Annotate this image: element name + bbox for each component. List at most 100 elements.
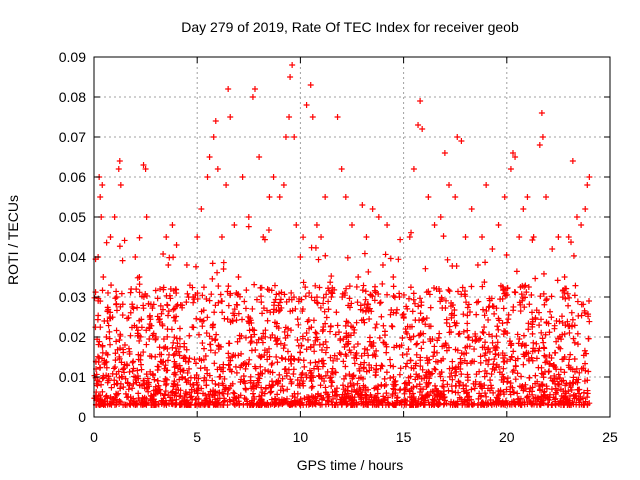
data-point [396, 290, 403, 297]
data-point [313, 299, 320, 306]
data-point [412, 317, 419, 324]
data-point [457, 355, 464, 362]
data-point [559, 294, 566, 301]
data-point [307, 359, 314, 366]
data-point [252, 365, 259, 372]
data-point [167, 286, 174, 293]
data-point [114, 346, 121, 353]
data-point [514, 396, 521, 403]
data-point [235, 310, 242, 317]
data-point [217, 291, 224, 298]
data-point [536, 345, 543, 352]
data-point [116, 353, 123, 360]
data-point [572, 282, 579, 289]
data-point [539, 335, 546, 342]
data-point [480, 400, 487, 407]
data-point [464, 312, 471, 319]
data-point [538, 370, 545, 377]
data-point [521, 351, 528, 358]
data-point [214, 366, 221, 373]
data-point [454, 398, 461, 405]
data-point [121, 342, 128, 348]
data-point [543, 297, 550, 304]
data-point [525, 326, 532, 333]
data-point [353, 319, 360, 326]
data-point [481, 312, 488, 319]
data-point [520, 387, 527, 394]
data-point [276, 194, 283, 200]
data-point [298, 342, 305, 349]
data-point [357, 386, 364, 393]
data-point [348, 300, 355, 307]
data-point [551, 322, 558, 329]
data-point [107, 234, 114, 240]
data-point [530, 234, 537, 240]
data-point [212, 401, 219, 408]
chart-title: Day 279 of 2019, Rate Of TEC Index for r… [181, 19, 519, 35]
data-point [219, 401, 226, 408]
data-point [453, 320, 460, 327]
data-point [315, 358, 322, 365]
data-point [441, 150, 448, 156]
data-point [321, 308, 328, 315]
data-point [570, 252, 577, 259]
data-point [308, 244, 315, 251]
data-point [372, 353, 379, 360]
data-point [477, 383, 484, 390]
data-point [140, 377, 147, 384]
data-point [483, 393, 490, 400]
data-point [205, 401, 212, 408]
data-point [290, 355, 297, 362]
data-point [472, 338, 479, 345]
data-point [250, 327, 257, 334]
data-point [509, 150, 516, 156]
data-point [369, 206, 376, 212]
data-point [136, 337, 143, 344]
data-point [121, 361, 128, 368]
data-point [325, 306, 332, 313]
data-point [264, 356, 271, 363]
data-point [287, 357, 294, 364]
data-point [98, 381, 105, 388]
data-point [192, 292, 199, 299]
y-tick-label: 0.01 [59, 369, 86, 385]
data-point [504, 291, 511, 298]
data-point [107, 341, 114, 348]
data-point [585, 368, 592, 375]
data-point [149, 371, 156, 378]
data-point [152, 398, 159, 405]
data-point [536, 387, 543, 394]
data-point [176, 401, 183, 408]
data-point [212, 337, 219, 344]
data-point [362, 288, 369, 295]
data-point [351, 394, 358, 401]
data-point [203, 330, 210, 337]
data-point [332, 369, 339, 376]
data-point [171, 334, 178, 341]
data-point [194, 381, 201, 388]
data-point [452, 194, 459, 200]
data-point [301, 395, 308, 402]
data-point [479, 283, 486, 290]
data-point [505, 316, 512, 323]
data-point [538, 393, 545, 400]
data-point [106, 328, 113, 335]
data-point [431, 222, 438, 228]
data-point [183, 299, 190, 306]
y-tick-label: 0.09 [59, 49, 86, 65]
data-point [294, 316, 301, 323]
data-point [554, 387, 561, 394]
data-point [332, 331, 339, 338]
data-point [581, 378, 588, 385]
data-point [125, 314, 132, 321]
data-point [501, 194, 508, 200]
data-point [417, 363, 424, 370]
data-point [402, 386, 409, 393]
data-point [429, 388, 436, 395]
data-point [366, 338, 373, 345]
data-point [231, 312, 238, 319]
data-point [336, 349, 343, 356]
data-point [561, 401, 568, 408]
data-point [449, 365, 456, 372]
data-point [375, 396, 382, 403]
